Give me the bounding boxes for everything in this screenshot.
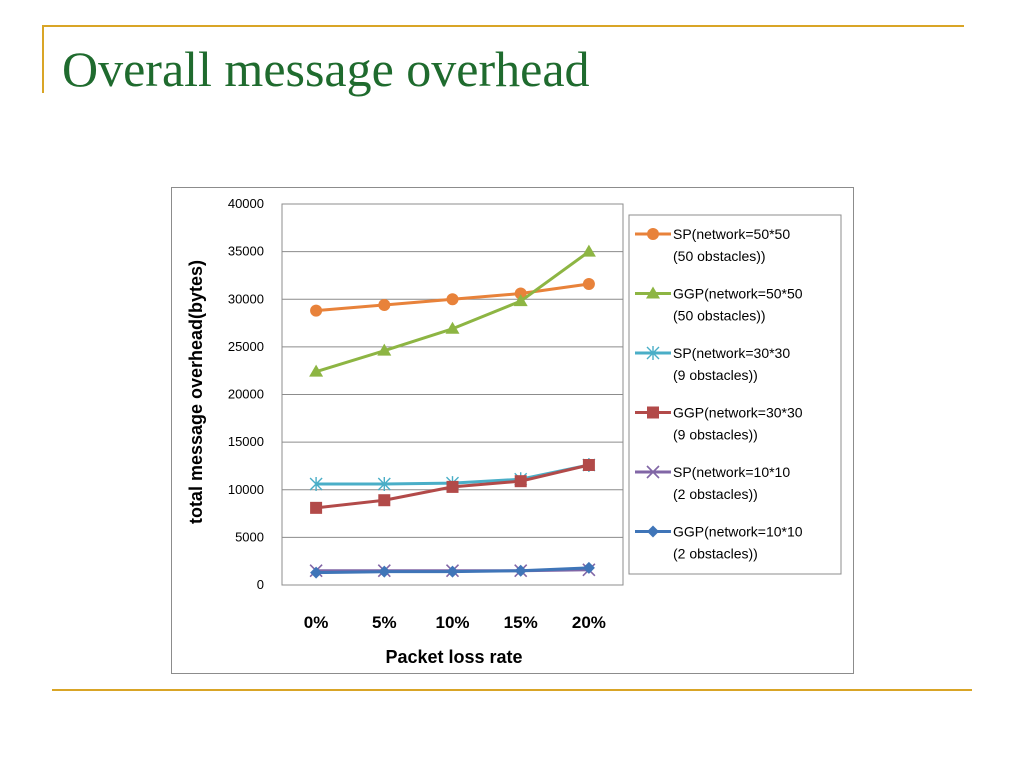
data-point [514,475,527,488]
legend-label: (9 obstacles)) [673,427,758,443]
data-point [310,566,323,579]
legend-item: SP(network=10*10 (2 obstacles)) [635,464,790,502]
data-point [446,293,459,306]
legend-item: GGP(network=10*10 (2 obstacles)) [635,524,803,562]
y-tick-label: 5000 [235,529,264,544]
chart-container: 0 5000 10000 15000 20000 25000 30000 35000 40000… [171,187,854,674]
legend-box [628,214,842,575]
legend-label: SP(network=10*10 [673,464,790,480]
series-line [315,250,590,374]
top-divider [42,25,964,27]
legend-item: GGP(network=50*50 (50 obstacles)) [635,286,803,324]
legend-label: SP(network=30*30 [673,345,790,361]
data-point [309,477,323,492]
legend-label: (50 obstacles)) [673,248,766,264]
legend-label: SP(network=50*50 [673,226,790,242]
x-tick-label: 0% [304,613,329,632]
data-point [377,477,391,492]
legend-label: GGP(network=30*30 [673,405,803,421]
data-point [582,278,595,291]
slide-title: Overall message overhead [62,41,590,97]
data-point [378,494,391,507]
legend-item: SP(network=50*50 (50 obstacles)) [635,226,790,264]
series-1 [310,278,595,317]
series-6 [310,561,595,579]
data-point [377,343,392,356]
y-tick-label: 30000 [228,291,264,306]
x-tick-label: 10% [435,613,469,632]
y-tick-label: 10000 [228,482,264,497]
x-tick-label: 5% [372,613,397,632]
data-point [514,564,527,577]
data-point [582,458,595,471]
data-point [582,561,595,574]
legend-label: (2 obstacles)) [673,486,758,502]
data-point [310,501,323,514]
data-point [446,480,459,493]
series-4 [310,458,595,514]
legend-marker [647,406,659,419]
legend-marker [646,346,660,360]
x-tick-label: 20% [572,613,606,632]
legend-marker [646,465,660,479]
x-tick-label: 15% [504,613,538,632]
plot-area [281,203,624,586]
x-axis-title: Packet loss rate [385,647,522,667]
y-tick-label: 20000 [228,387,264,402]
bottom-divider [52,689,972,691]
legend-marker [646,286,660,299]
data-point [309,364,324,377]
y-tick-label: 35000 [228,244,264,259]
data-point [513,294,528,307]
data-point [514,287,527,300]
data-point [445,321,460,334]
data-point [378,565,391,578]
data-point [446,565,459,578]
legend-label: GGP(network=50*50 [673,286,803,302]
legend-marker [647,228,659,240]
y-tick-label: 25000 [228,339,264,354]
legend-item: GGP(network=30*30 (9 obstacles)) [635,405,803,443]
legend-marker [647,525,659,538]
side-divider [42,25,44,93]
y-axis-title: total message overhead(bytes) [186,260,206,524]
legend-label: (50 obstacles)) [673,308,766,324]
y-tick-label: 0 [257,577,264,592]
line-chart: 0 5000 10000 15000 20000 25000 30000 35000 40000… [186,196,842,667]
data-point [310,304,323,317]
data-point [581,244,596,257]
data-point [378,298,391,311]
legend-item: SP(network=30*30 (9 obstacles)) [635,345,790,383]
y-tick-label: 15000 [228,434,264,449]
legend-label: (2 obstacles)) [673,546,758,562]
legend-label: (9 obstacles)) [673,367,758,383]
y-tick-label: 40000 [228,196,264,211]
series-2 [309,244,596,377]
legend-label: GGP(network=10*10 [673,524,803,540]
